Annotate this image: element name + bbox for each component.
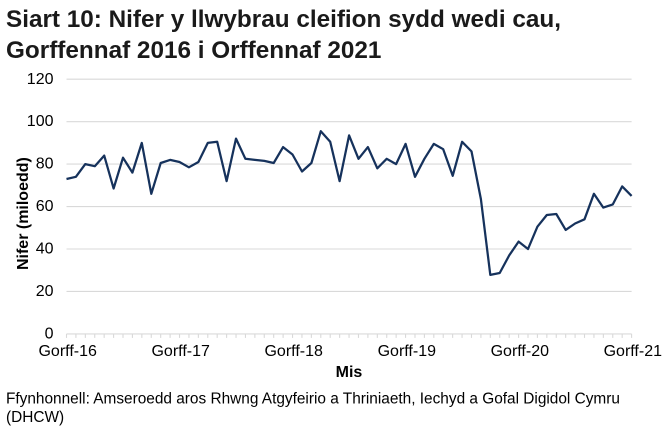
svg-text:20: 20 [36,283,54,300]
svg-text:Gorff-19: Gorff-19 [378,343,437,360]
svg-text:60: 60 [36,198,54,215]
svg-text:40: 40 [36,241,54,258]
svg-text:0: 0 [45,326,54,343]
svg-text:Nifer (miloedd): Nifer (miloedd) [15,157,32,270]
svg-text:Gorffennaf 2016 i Orffennaf 20: Gorffennaf 2016 i Orffennaf 2021 [6,37,381,64]
svg-text:Siart 10: Nifer y llwybrau cle: Siart 10: Nifer y llwybrau cleifion sydd… [6,6,561,33]
svg-text:Gorff-17: Gorff-17 [151,343,210,360]
svg-text:Gorff-20: Gorff-20 [491,343,550,360]
svg-text:Gorff-16: Gorff-16 [38,343,97,360]
svg-text:(DHCW): (DHCW) [6,409,64,426]
svg-text:100: 100 [27,113,54,130]
svg-text:80: 80 [36,156,54,173]
svg-text:Gorff-21: Gorff-21 [604,343,663,360]
svg-text:Gorff-18: Gorff-18 [264,343,323,360]
svg-text:Ffynhonnell: Amseroedd aros Rh: Ffynhonnell: Amseroedd aros Rhwng Atgyfe… [6,391,620,408]
svg-text:Mis: Mis [336,364,363,381]
svg-text:120: 120 [27,71,54,88]
